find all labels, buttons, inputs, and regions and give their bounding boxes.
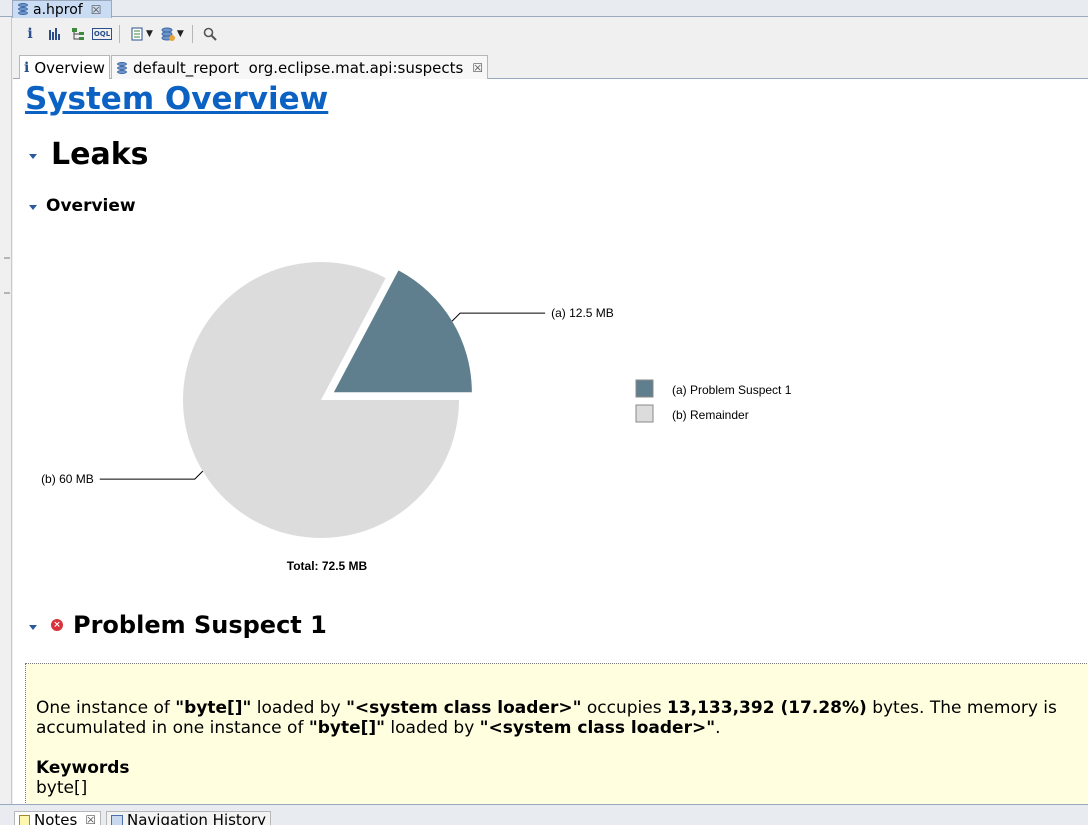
dominator-tree-icon[interactable] (67, 23, 89, 45)
overview-heading: Overview (46, 196, 136, 216)
pie-leader-line (451, 312, 546, 322)
editor-tab-strip (0, 0, 1088, 17)
report-content: System Overview Leaks Overview (a) 12.5 … (13, 79, 1088, 804)
collapse-suspect-icon[interactable] (29, 625, 37, 630)
collapse-leaks-icon[interactable] (29, 154, 37, 159)
tab-overview[interactable]: i Overview (19, 55, 110, 80)
close-icon[interactable]: ☒ (85, 813, 97, 825)
editor-tab-a-hprof[interactable]: a.hprof ☒ (12, 0, 112, 18)
report-tab-strip: i Overview default_report org.eclipse.ma… (13, 53, 1088, 80)
tab-label: default_report org.eclipse.mat.api:suspe… (133, 59, 464, 77)
info-icon[interactable]: i (27, 26, 33, 42)
pie-slice-b (183, 262, 459, 538)
histogram-icon[interactable] (43, 23, 65, 45)
heap-dump-icon (17, 2, 29, 17)
oql-icon[interactable]: OQL (91, 28, 113, 40)
info-icon: i (24, 60, 30, 76)
tab-label: Overview (34, 59, 105, 77)
navigation-history-icon (111, 814, 123, 825)
page-title[interactable]: System Overview (25, 81, 329, 117)
tab-navigation-history[interactable]: Navigation History (106, 811, 272, 825)
toolbar-separator (119, 25, 120, 43)
query-browser-icon[interactable] (126, 23, 148, 45)
pie-slice-a (333, 270, 472, 393)
collapse-overview-icon[interactable] (29, 205, 37, 210)
tab-label: Navigation History (127, 811, 267, 825)
pie-slice-label: (a) 12.5 MB (551, 306, 614, 320)
leak-pie-chart: (a) 12.5 MB (b) 60 MB (a) Problem Suspect… (41, 262, 792, 573)
pie-leader-line (99, 470, 204, 480)
legend-swatch (635, 404, 654, 423)
chart-total-label: Total: 72.5 MB (287, 559, 368, 573)
notes-icon (19, 814, 30, 825)
legend-entry: (a) Problem Suspect 1 (672, 383, 792, 397)
legend-swatch (635, 379, 654, 398)
pie-slice-label: (b) 60 MB (41, 472, 94, 486)
problem-suspect-heading: Problem Suspect 1 (73, 611, 327, 639)
keywords-title: Keywords (36, 758, 130, 778)
keywords-value: byte[] (36, 778, 88, 798)
close-icon[interactable]: ☒ (472, 61, 484, 75)
suspect-description-box: One instance of "byte[]" loaded by "<sys… (25, 663, 1088, 804)
suspect-description: One instance of "byte[]" loaded by "<sys… (36, 698, 1057, 738)
bottom-view-strip: Notes ☒ Navigation History (0, 804, 1088, 825)
report-icon (116, 61, 128, 75)
editor-toolbar: i OQL ▼ ▼ (13, 18, 1088, 50)
editor-tab-label: a.hprof (33, 1, 83, 18)
search-icon[interactable] (199, 23, 221, 45)
legend-entry: (b) Remainder (672, 408, 749, 422)
toolbar-separator (191, 25, 193, 43)
tab-notes[interactable]: Notes ☒ (14, 811, 102, 825)
tab-label: Notes (34, 811, 78, 825)
heap-dump-overview-icon[interactable] (157, 23, 179, 45)
error-icon: × (51, 619, 63, 631)
leaks-heading: Leaks (51, 137, 149, 172)
close-icon[interactable]: ☒ (90, 2, 102, 17)
chevron-down-icon[interactable]: ▼ (176, 29, 184, 39)
left-gutter (0, 17, 12, 807)
tab-default-report[interactable]: default_report org.eclipse.mat.api:suspe… (111, 55, 489, 80)
chevron-down-icon[interactable]: ▼ (146, 29, 153, 39)
